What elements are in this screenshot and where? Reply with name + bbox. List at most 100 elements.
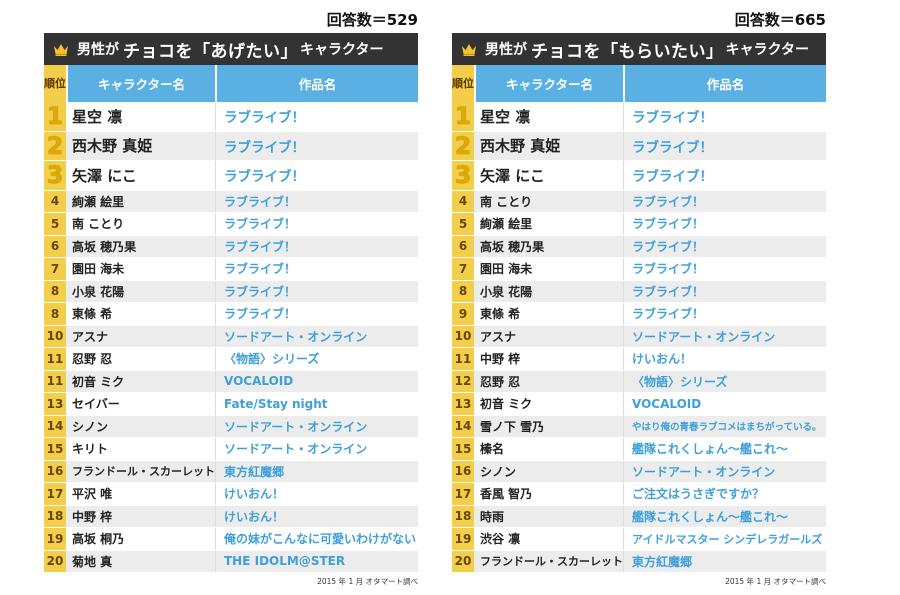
table-row: 20 フランドール・スカーレット 東方紅魔郷 (452, 550, 826, 573)
work-title-cell: ソードアート・オンライン (215, 438, 418, 460)
work-title-cell: ラブライブ！ (215, 102, 418, 131)
table-row: 8 小泉 花陽 ラブライブ！ (452, 280, 826, 303)
character-name-cell: 南 ことり (72, 217, 125, 232)
table-row: 18 時雨 艦隊これくしょん〜艦これ〜 (452, 505, 826, 528)
character-name-cell: シノン (480, 464, 517, 479)
work-title-cell: ラブライブ！ (215, 213, 418, 235)
work-title-cell: ラブライブ！ (623, 190, 826, 212)
work-title-cell: VOCALOID (215, 370, 418, 392)
table-row: 1 星空 凛 ラブライブ！ (452, 102, 826, 132)
table-row: 9 東條 希 ラブライブ！ (452, 303, 826, 326)
rank-cell: 13 (44, 393, 66, 415)
character-name-cell: 香風 智乃 (480, 487, 533, 502)
rank-cell: 16 (452, 460, 474, 482)
ranking-title-banner: 男性が チョコを「あげたい」 キャラクター (44, 33, 418, 65)
rank-cell: 8 (44, 303, 66, 325)
table-row: 16 フランドール・スカーレット 東方紅魔郷 (44, 460, 418, 483)
rank-cell: 1 (44, 102, 66, 131)
rank-cell: 14 (44, 415, 66, 437)
table-row: 19 高坂 桐乃 俺の妹がこんなに可愛いわけがない (44, 528, 418, 551)
rank-cell: 9 (452, 303, 474, 325)
title-main: チョコを「あげたい」 (123, 41, 298, 62)
table-row: 15 キリト ソードアート・オンライン (44, 438, 418, 461)
work-title-cell: ラブライブ！ (623, 258, 826, 280)
header-character-name: キャラクター名 (66, 65, 215, 102)
character-name-cell: 平沢 唯 (72, 487, 113, 502)
table-row: 2 西木野 真姫 ラブライブ！ (44, 131, 418, 161)
rank-cell: 15 (44, 438, 66, 460)
work-title-cell: 艦隊これくしょん〜艦これ〜 (623, 505, 826, 527)
rank-cell: 19 (452, 528, 474, 550)
title-prefix: 男性が (485, 42, 527, 58)
table-row: 6 高坂 穂乃果 ラブライブ！ (44, 235, 418, 258)
work-title-cell: ソードアート・オンライン (215, 415, 418, 437)
rank-cell: 19 (44, 528, 66, 550)
rank-cell: 5 (44, 213, 66, 235)
header-rank: 順位 (452, 65, 474, 102)
source-note: 2015 年 1 月 オタマート調べ (725, 577, 826, 586)
character-name-cell: 絢瀬 絵里 (72, 194, 125, 209)
work-title-cell: ラブライブ！ (623, 280, 826, 302)
character-name-cell: 初音 ミク (480, 397, 533, 412)
work-title-cell: ラブライブ！ (623, 213, 826, 235)
ranking-title-banner: 男性が チョコを「もらいたい」 キャラクター (452, 33, 826, 65)
rank-cell: 6 (452, 235, 474, 257)
work-title-cell: アイドルマスター シンデレラガールズ (623, 528, 826, 550)
character-name-cell: 中野 梓 (480, 352, 521, 367)
character-name-cell: 西木野 真姫 (72, 137, 153, 156)
character-name-cell: 園田 海未 (72, 262, 125, 277)
character-name-cell: 雪ノ下 雪乃 (480, 419, 545, 434)
character-name-cell: 園田 海未 (480, 262, 533, 277)
character-name-cell: 高坂 桐乃 (72, 532, 125, 547)
response-count: 回答数＝665 (734, 11, 826, 29)
rank-cell: 20 (44, 550, 66, 572)
rank-cell: 10 (44, 325, 66, 347)
table-row: 4 絢瀬 絵里 ラブライブ！ (44, 190, 418, 213)
character-name-cell: 中野 梓 (72, 509, 113, 524)
header-character-name: キャラクター名 (474, 65, 623, 102)
rank-cell: 6 (44, 235, 66, 257)
table-row: 7 園田 海未 ラブライブ！ (452, 258, 826, 281)
rank-cell: 15 (452, 438, 474, 460)
work-title-cell: Fate/Stay night (215, 393, 418, 415)
work-title-cell: 艦隊これくしょん〜艦これ〜 (623, 438, 826, 460)
work-title-cell: ラブライブ！ (623, 235, 826, 257)
character-name-cell: 高坂 穂乃果 (480, 239, 545, 254)
crown-icon (462, 43, 476, 56)
table-row: 19 渋谷 凛 アイドルマスター シンデレラガールズ (452, 528, 826, 551)
table-row: 18 中野 梓 けいおん！ (44, 505, 418, 528)
rank-cell: 5 (452, 213, 474, 235)
work-title-cell: ラブライブ！ (623, 131, 826, 160)
character-name-cell: 小泉 花陽 (480, 284, 533, 299)
table-row: 13 初音 ミク VOCALOID (452, 393, 826, 416)
ranking-table-rows: 1 星空 凛ラブライブ！ 2 西木野 真姫 ラブライブ！ 3 矢澤 にこ ラブライブ！ 4 絢瀬 … (44, 102, 418, 573)
rank-cell: 17 (44, 483, 66, 505)
rank-cell: 2 (452, 131, 474, 160)
table-row: 11 忍野 忍 〈物語〉シリーズ (44, 348, 418, 371)
work-title-cell: ラブライブ！ (215, 280, 418, 302)
rank-cell: 18 (452, 505, 474, 527)
character-name-cell: 忍野 忍 (480, 374, 521, 389)
rank-cell: 1 (452, 102, 474, 131)
table-row: 20 菊地 真 THE IDOLM@STER (44, 550, 418, 573)
table-row: 5 南 ことり ラブライブ！ (44, 213, 418, 236)
table-header: 順位 キャラクター名 作品名 (452, 65, 826, 102)
character-name-cell: 高坂 穂乃果 (72, 239, 137, 254)
rank-cell: 18 (44, 505, 66, 527)
character-name-cell: フランドール・スカーレット (72, 465, 215, 479)
rank-cell: 8 (44, 280, 66, 302)
work-title-cell: ラブライブ！ (215, 161, 418, 190)
response-count: 回答数＝529 (326, 11, 418, 29)
character-name-cell: 小泉 花陽 (72, 284, 125, 299)
table-row: 3 矢澤 にこ ラブライブ！ (452, 161, 826, 191)
character-name-cell: 星空 凛 (480, 107, 531, 126)
work-title-cell: けいおん！ (215, 505, 418, 527)
rank-cell: 7 (452, 258, 474, 280)
rank-cell: 14 (452, 415, 474, 437)
rank-cell: 12 (452, 370, 474, 392)
work-title-cell: ラブライブ！ (215, 131, 418, 160)
character-name-cell: 星空 凛 (72, 107, 123, 126)
table-row: 16 シノン ソードアート・オンライン (452, 460, 826, 483)
character-name-cell: 渋谷 凛 (480, 532, 521, 547)
table-row: 7 園田 海未 ラブライブ！ (44, 258, 418, 281)
